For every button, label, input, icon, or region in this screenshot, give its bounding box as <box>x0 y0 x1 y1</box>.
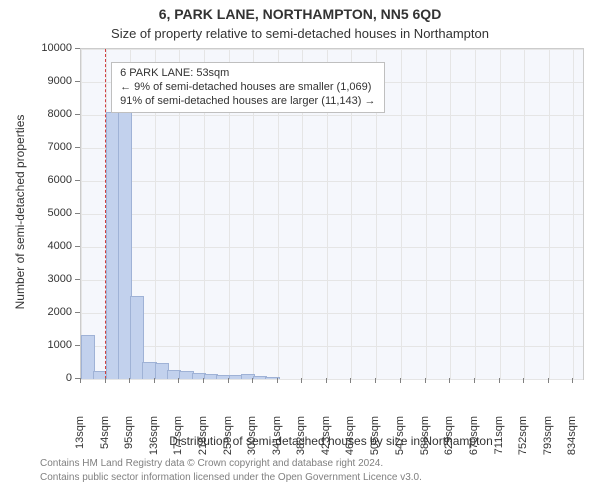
x-tick-mark <box>301 378 302 383</box>
y-tick-mark <box>75 114 80 115</box>
annotation-box: 6 PARK LANE: 53sqm← 9% of semi-detached … <box>111 62 384 113</box>
gridline-h <box>81 214 583 215</box>
page-title: 6, PARK LANE, NORTHAMPTON, NN5 6QD <box>0 6 600 22</box>
gridline-h <box>81 247 583 248</box>
y-axis-label: Number of semi-detached properties <box>13 47 27 377</box>
gridline-v <box>549 49 550 379</box>
x-tick-mark <box>425 378 426 383</box>
y-tick-mark <box>75 312 80 313</box>
y-tick-mark <box>75 147 80 148</box>
x-tick-mark <box>548 378 549 383</box>
gridline-h <box>81 313 583 314</box>
gridline-v <box>81 49 82 379</box>
gridline-h <box>81 346 583 347</box>
gridline-h <box>81 49 583 50</box>
x-tick-mark <box>228 378 229 383</box>
x-tick-mark <box>154 378 155 383</box>
gridline-v <box>500 49 501 379</box>
gridline-v <box>426 49 427 379</box>
annotation-line: ← 9% of semi-detached houses are smaller… <box>120 81 375 95</box>
y-tick-mark <box>75 48 80 49</box>
x-tick-mark <box>80 378 81 383</box>
gridline-h <box>81 181 583 182</box>
gridline-h <box>81 379 583 380</box>
y-tick-label: 9000 <box>32 75 72 87</box>
y-tick-label: 0 <box>32 372 72 384</box>
y-tick-mark <box>75 279 80 280</box>
y-tick-label: 2000 <box>32 306 72 318</box>
gridline-v <box>475 49 476 379</box>
y-tick-label: 10000 <box>32 42 72 54</box>
x-tick-mark <box>375 378 376 383</box>
gridline-h <box>81 115 583 116</box>
x-tick-mark <box>178 378 179 383</box>
x-tick-mark <box>105 378 106 383</box>
y-tick-label: 4000 <box>32 240 72 252</box>
y-tick-mark <box>75 246 80 247</box>
x-tick-mark <box>400 378 401 383</box>
y-tick-label: 8000 <box>32 108 72 120</box>
x-axis-label: Distribution of semi-detached houses by … <box>80 434 582 448</box>
gridline-v <box>524 49 525 379</box>
marker-line <box>105 49 106 379</box>
y-tick-label: 3000 <box>32 273 72 285</box>
annotation-line: 91% of semi-detached houses are larger (… <box>120 95 375 109</box>
y-tick-label: 5000 <box>32 207 72 219</box>
gridline-v <box>450 49 451 379</box>
annotation-line: 6 PARK LANE: 53sqm <box>120 67 375 81</box>
y-tick-mark <box>75 345 80 346</box>
y-tick-label: 7000 <box>32 141 72 153</box>
gridline-h <box>81 280 583 281</box>
y-tick-label: 6000 <box>32 174 72 186</box>
x-tick-mark <box>203 378 204 383</box>
x-tick-mark <box>474 378 475 383</box>
x-tick-mark <box>277 378 278 383</box>
y-tick-mark <box>75 213 80 214</box>
gridline-h <box>81 148 583 149</box>
x-tick-mark <box>499 378 500 383</box>
y-tick-label: 1000 <box>32 339 72 351</box>
x-tick-mark <box>523 378 524 383</box>
gridline-v <box>401 49 402 379</box>
x-tick-mark <box>449 378 450 383</box>
x-tick-mark <box>326 378 327 383</box>
histogram-plot: 6 PARK LANE: 53sqm← 9% of semi-detached … <box>80 48 584 380</box>
x-tick-mark <box>350 378 351 383</box>
footer-line-2: Contains public sector information licen… <box>40 472 422 483</box>
y-tick-mark <box>75 180 80 181</box>
x-tick-mark <box>572 378 573 383</box>
x-tick-mark <box>129 378 130 383</box>
gridline-v <box>573 49 574 379</box>
x-tick-mark <box>252 378 253 383</box>
footer-line-1: Contains HM Land Registry data © Crown c… <box>40 458 383 469</box>
y-tick-mark <box>75 81 80 82</box>
page-subtitle: Size of property relative to semi-detach… <box>0 26 600 41</box>
